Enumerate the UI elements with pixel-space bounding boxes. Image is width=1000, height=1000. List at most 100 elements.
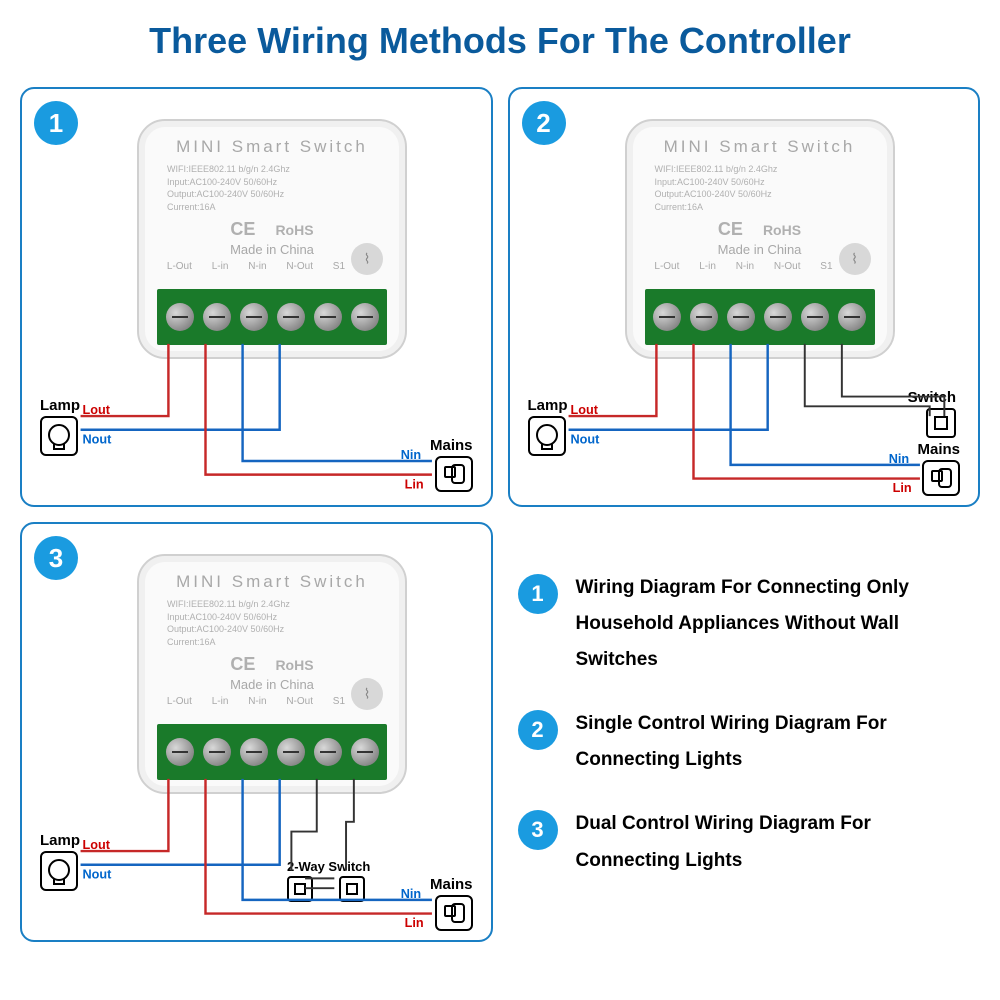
terminal-block — [645, 289, 875, 345]
screw-icon — [314, 738, 342, 766]
device-module: MINI Smart Switch WIFI:IEEE802.11 b/g/n … — [137, 119, 407, 359]
device-title: MINI Smart Switch — [139, 137, 405, 157]
legend: 1 Wiring Diagram For Connecting Only Hou… — [508, 522, 981, 942]
screw-icon — [314, 303, 342, 331]
panel-badge-1: 1 — [34, 101, 78, 145]
mains-group: Mains — [430, 876, 473, 931]
panel-3: 3 MINI Smart Switch WIFI:IEEE802.11 b/g/… — [20, 522, 493, 942]
svg-text:Nout: Nout — [83, 867, 113, 881]
device-cert: CE RoHS — [139, 654, 405, 675]
switch-label: Switch — [908, 389, 956, 406]
spec-line: Output:AC100-240V 50/60Hz — [167, 188, 405, 201]
diagram-grid: 1 MINI Smart Switch WIFI:IEEE802.11 b/g/… — [0, 87, 1000, 942]
wire-text-nin: Nin — [401, 448, 421, 462]
mains-label: Mains — [430, 437, 473, 454]
screw-icon — [240, 303, 268, 331]
screw-icon — [203, 738, 231, 766]
mains-icon — [435, 456, 473, 492]
mains-label: Mains — [917, 441, 960, 458]
lamp-icon — [40, 851, 78, 891]
svg-text:Nin: Nin — [401, 887, 421, 901]
ce-mark: CE — [718, 219, 743, 240]
terminal-block — [157, 289, 387, 345]
svg-text:Lout: Lout — [83, 838, 111, 852]
term-label: N-in — [248, 261, 266, 272]
mains-label: Mains — [430, 876, 473, 893]
page-title: Three Wiring Methods For The Controller — [0, 0, 1000, 87]
panel-badge-3: 3 — [34, 536, 78, 580]
device-specs: WIFI:IEEE802.11 b/g/n 2.4Ghz Input:AC100… — [167, 163, 405, 213]
term-label: N-in — [248, 696, 266, 707]
lamp-group: Lamp — [40, 397, 80, 456]
svg-text:Nin: Nin — [888, 452, 908, 466]
spec-line: Current:16A — [167, 636, 405, 649]
panel-1: 1 MINI Smart Switch WIFI:IEEE802.11 b/g/… — [20, 87, 493, 507]
switch-icon — [339, 876, 365, 902]
device-title: MINI Smart Switch — [627, 137, 893, 157]
screw-icon — [277, 303, 305, 331]
term-label: L-Out — [167, 696, 192, 707]
svg-text:Lin: Lin — [405, 916, 424, 930]
spec-line: Input:AC100-240V 50/60Hz — [167, 176, 405, 189]
screw-icon — [801, 303, 829, 331]
spec-line: Output:AC100-240V 50/60Hz — [167, 623, 405, 636]
device-cert: CE RoHS — [139, 219, 405, 240]
lamp-group: Lamp — [528, 397, 568, 456]
term-label: N-Out — [286, 696, 313, 707]
mains-group: Mains — [430, 437, 473, 492]
term-label: S1 — [333, 696, 345, 707]
rohs-mark: RoHS — [763, 222, 801, 238]
device-module: MINI Smart Switch WIFI:IEEE802.11 b/g/n … — [137, 554, 407, 794]
spec-line: Input:AC100-240V 50/60Hz — [167, 611, 405, 624]
spec-line: Current:16A — [167, 201, 405, 214]
device-cert: CE RoHS — [627, 219, 893, 240]
svg-text:Nout: Nout — [570, 432, 600, 446]
lamp-label: Lamp — [528, 397, 568, 414]
screw-icon — [166, 738, 194, 766]
mains-group: Mains — [917, 441, 960, 496]
legend-row-1: 1 Wiring Diagram For Connecting Only Hou… — [518, 570, 981, 678]
lamp-icon — [528, 416, 566, 456]
term-label: L-in — [212, 696, 229, 707]
screw-icon — [351, 303, 379, 331]
spec-line: Output:AC100-240V 50/60Hz — [655, 188, 893, 201]
wifi-icon — [839, 243, 871, 275]
device-specs: WIFI:IEEE802.11 b/g/n 2.4Ghz Input:AC100… — [167, 598, 405, 648]
spec-line: Input:AC100-240V 50/60Hz — [655, 176, 893, 189]
ce-mark: CE — [230, 219, 255, 240]
term-label: L-in — [212, 261, 229, 272]
panel-2: 2 MINI Smart Switch WIFI:IEEE802.11 b/g/… — [508, 87, 981, 507]
screw-icon — [764, 303, 792, 331]
legend-badge: 2 — [518, 710, 558, 750]
svg-text:Lout: Lout — [570, 403, 598, 417]
mains-icon — [435, 895, 473, 931]
panel-badge-2: 2 — [522, 101, 566, 145]
wire-text-lout: Lout — [83, 403, 111, 417]
screw-icon — [166, 303, 194, 331]
screw-icon — [351, 738, 379, 766]
two-way-label: 2-Way Switch — [287, 859, 370, 874]
legend-text: Wiring Diagram For Connecting Only House… — [576, 570, 981, 678]
ce-mark: CE — [230, 654, 255, 675]
switch-icon — [287, 876, 313, 902]
wire-text-lin: Lin — [405, 477, 424, 491]
wifi-icon — [351, 678, 383, 710]
term-label: L-in — [699, 261, 716, 272]
rohs-mark: RoHS — [275, 222, 313, 238]
spec-line: Current:16A — [655, 201, 893, 214]
svg-text:Lin: Lin — [892, 481, 911, 495]
term-label: S1 — [820, 261, 832, 272]
device-title: MINI Smart Switch — [139, 572, 405, 592]
two-way-switch-group: 2-Way Switch — [287, 859, 370, 902]
rohs-mark: RoHS — [275, 657, 313, 673]
screw-icon — [727, 303, 755, 331]
switch-group: Switch — [908, 389, 956, 438]
terminal-block — [157, 724, 387, 780]
device-specs: WIFI:IEEE802.11 b/g/n 2.4Ghz Input:AC100… — [655, 163, 893, 213]
spec-line: WIFI:IEEE802.11 b/g/n 2.4Ghz — [167, 598, 405, 611]
term-label: L-Out — [167, 261, 192, 272]
lamp-label: Lamp — [40, 832, 80, 849]
term-label: N-in — [736, 261, 754, 272]
screw-icon — [838, 303, 866, 331]
mains-icon — [922, 460, 960, 496]
